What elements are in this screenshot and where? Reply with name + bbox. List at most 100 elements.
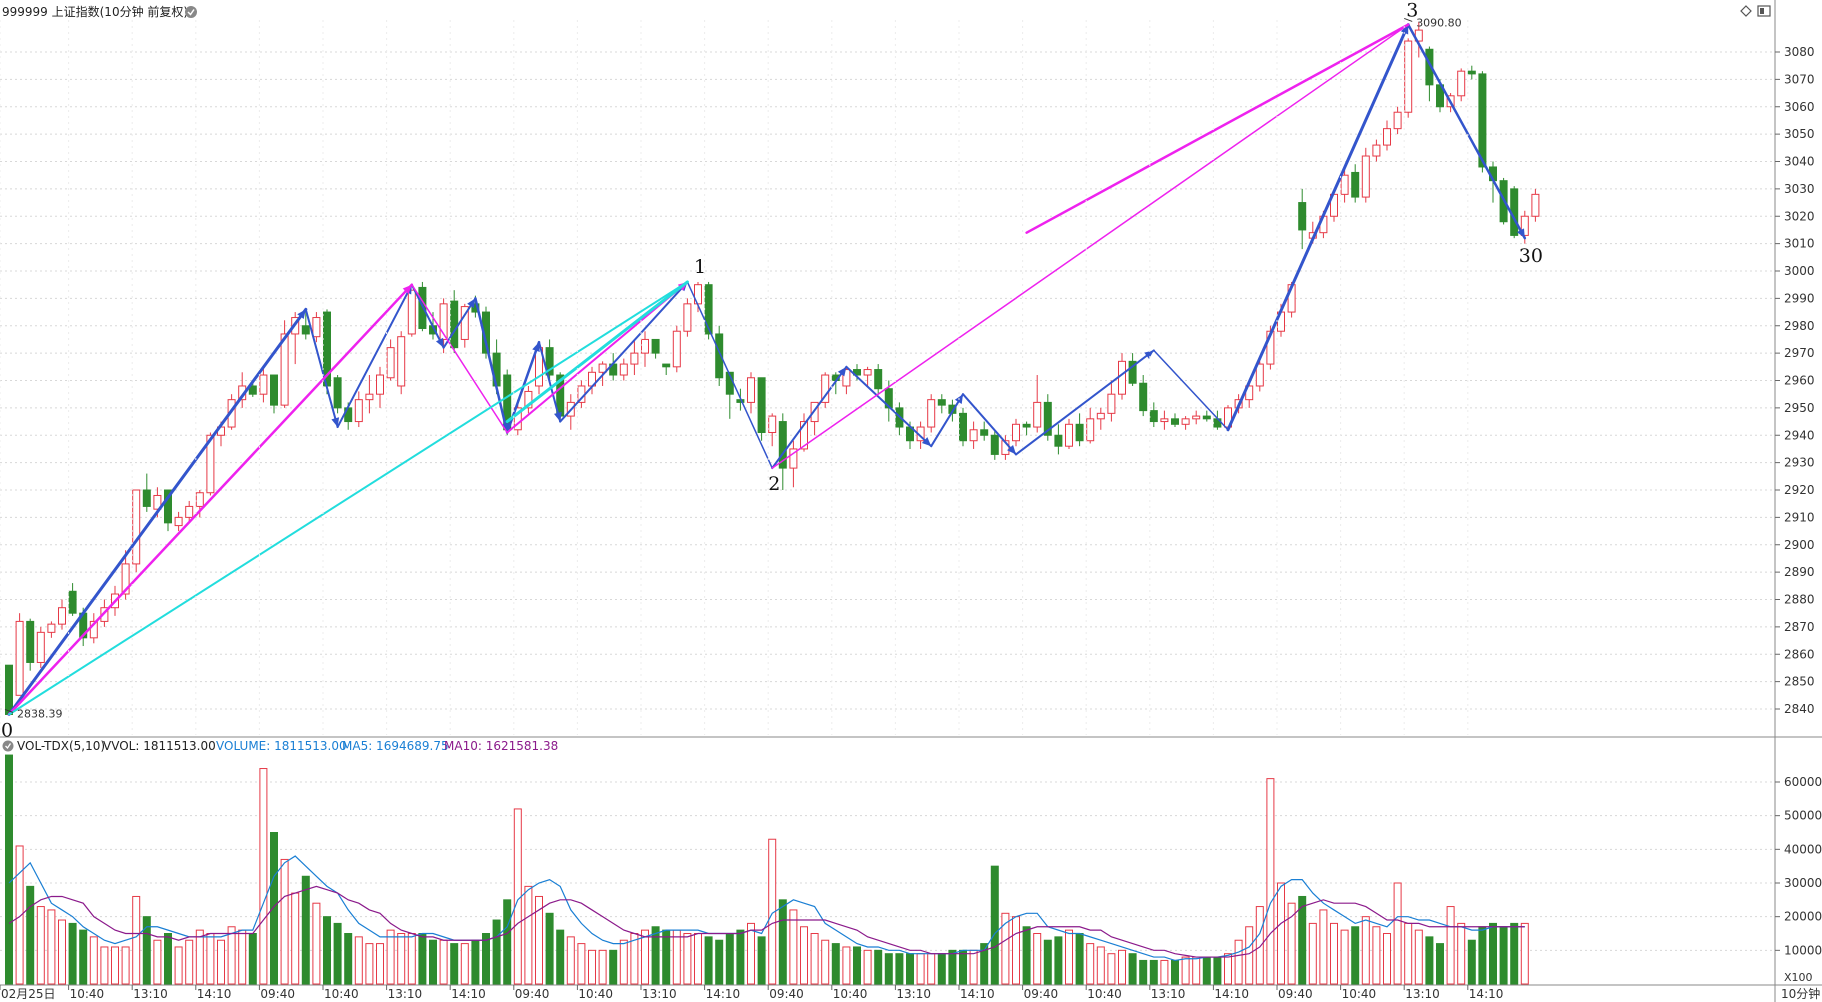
panel-toggle-icon[interactable] bbox=[1757, 5, 1771, 17]
candle-down bbox=[1075, 423, 1084, 442]
volume-bar-down bbox=[1478, 926, 1487, 985]
volume-bar-up bbox=[800, 926, 808, 985]
volume-bar-down bbox=[1043, 939, 1052, 985]
wave-lines bbox=[7, 23, 1527, 716]
price-tick-label: 2990 bbox=[1784, 291, 1815, 305]
time-tick-label: 10:40 bbox=[833, 987, 868, 1001]
wave-labels: 0 1 2 3 30 2838.39 3090.80 bbox=[1, 0, 1543, 741]
price-tick-labels: 2840 2850 2860 2870 2880 2890 2900 2910 2920 2930… bbox=[1775, 45, 1815, 716]
volume-bar-up bbox=[789, 909, 798, 985]
volume-ma-lines bbox=[8, 855, 1525, 962]
candle-up bbox=[810, 401, 819, 423]
candle-up bbox=[1404, 40, 1413, 113]
candle-up bbox=[1096, 412, 1105, 420]
price-tick-label: 3000 bbox=[1784, 264, 1815, 278]
wave-line bbox=[442, 297, 477, 349]
volume-bar-down bbox=[482, 933, 490, 985]
candle-up bbox=[863, 369, 872, 376]
volume-bar-down bbox=[704, 936, 713, 985]
volume-bar-up bbox=[598, 949, 607, 985]
volume-bar-down bbox=[1139, 959, 1148, 985]
volume-settings-icon[interactable] bbox=[2, 740, 14, 752]
volume-bar-up bbox=[153, 939, 162, 985]
time-tick-labels: 02月25日 10:40 13:10 14:10 09:40 10:40 13:10 14:1… bbox=[0, 20, 1503, 1001]
volume-bar-down bbox=[884, 953, 893, 985]
volume-bar-up bbox=[365, 943, 374, 985]
price-tick-label: 2930 bbox=[1784, 456, 1815, 470]
volume-tick-label: 50000 bbox=[1784, 809, 1822, 823]
volume-bar-down bbox=[853, 946, 861, 985]
candle-down bbox=[1149, 410, 1158, 423]
volume-tick-label: 60000 bbox=[1784, 775, 1822, 789]
price-tick-label: 2840 bbox=[1784, 702, 1815, 716]
volume-readout: VOLUME: 1811513.00 bbox=[216, 739, 347, 753]
volume-tick-label: 20000 bbox=[1784, 910, 1822, 924]
extreme-pointer bbox=[4, 708, 14, 713]
volume-bar-up bbox=[1255, 906, 1264, 985]
volume-bar-up bbox=[407, 933, 416, 985]
price-tick-label: 3040 bbox=[1784, 155, 1815, 169]
volume-bar-up bbox=[863, 949, 872, 985]
time-tick-label: 10:40 bbox=[70, 987, 105, 1001]
volume-bar-down bbox=[1351, 926, 1360, 985]
volume-bar-up bbox=[36, 906, 45, 985]
volume-bar-up bbox=[694, 933, 702, 985]
candle-down bbox=[715, 333, 724, 379]
diamond-icon[interactable] bbox=[1740, 5, 1752, 17]
candle-up bbox=[1012, 423, 1020, 442]
candle-down bbox=[937, 399, 946, 406]
volume-bar-up bbox=[1319, 909, 1328, 985]
time-tick-label: 13:10 bbox=[1151, 987, 1186, 1001]
volume-bar-down bbox=[142, 916, 151, 985]
time-tick-label: 14:10 bbox=[1214, 987, 1249, 1001]
candle-down bbox=[545, 347, 554, 376]
wave-line bbox=[1226, 23, 1410, 432]
volume-bar-down bbox=[492, 919, 501, 985]
price-tick-label: 2940 bbox=[1784, 428, 1815, 442]
candle-up bbox=[800, 421, 808, 450]
volume-bar-up bbox=[1266, 778, 1275, 985]
candle-down bbox=[1202, 415, 1211, 420]
volume-bar-up bbox=[524, 885, 533, 985]
volume-bar-up bbox=[1446, 906, 1455, 985]
candle-up bbox=[927, 399, 936, 428]
time-tick-label: 14:10 bbox=[197, 987, 232, 1001]
price-tick-label: 2880 bbox=[1784, 593, 1815, 607]
price-tick-label: 2950 bbox=[1784, 401, 1815, 415]
volume-bar-up bbox=[1192, 956, 1201, 985]
candle-down bbox=[418, 286, 427, 329]
candle-up bbox=[768, 415, 777, 434]
volume-bar-up bbox=[1118, 949, 1126, 985]
time-tick-label: 10:40 bbox=[1342, 987, 1377, 1001]
candle-up bbox=[683, 303, 692, 332]
volume-tick-label: 30000 bbox=[1784, 876, 1822, 890]
volume-bar-up bbox=[89, 936, 98, 985]
extreme-pointer bbox=[1404, 17, 1413, 22]
volume-bar-up bbox=[513, 808, 522, 985]
candle-down bbox=[26, 620, 35, 663]
volume-bar-up bbox=[1181, 956, 1190, 985]
period-label[interactable]: 10分钟 bbox=[1781, 986, 1820, 1001]
time-tick-label: 09:40 bbox=[1024, 987, 1059, 1001]
volume-bar-up bbox=[227, 926, 236, 985]
candle-down bbox=[990, 434, 999, 455]
volume-bar-down bbox=[68, 922, 77, 985]
volume-bar-down bbox=[344, 933, 353, 985]
volume-bar-up bbox=[672, 929, 681, 985]
wave-arrowhead bbox=[1516, 228, 1525, 239]
candle-up bbox=[259, 374, 268, 395]
volume-bar-up bbox=[1107, 953, 1116, 985]
candle-up bbox=[641, 338, 649, 354]
volume-bar-down bbox=[333, 922, 342, 985]
candle-up bbox=[174, 516, 183, 527]
candle-up bbox=[365, 393, 374, 401]
volume-bar-up bbox=[1234, 939, 1243, 985]
candle-up bbox=[206, 434, 215, 494]
volume-bar-up bbox=[460, 943, 469, 985]
volume-bar-up bbox=[842, 946, 851, 985]
volume-bar-down bbox=[556, 929, 565, 985]
candle-down bbox=[1478, 73, 1487, 168]
volume-bar-up bbox=[1096, 946, 1105, 985]
settings-gear-icon[interactable] bbox=[185, 6, 197, 18]
wave-line bbox=[559, 280, 689, 423]
